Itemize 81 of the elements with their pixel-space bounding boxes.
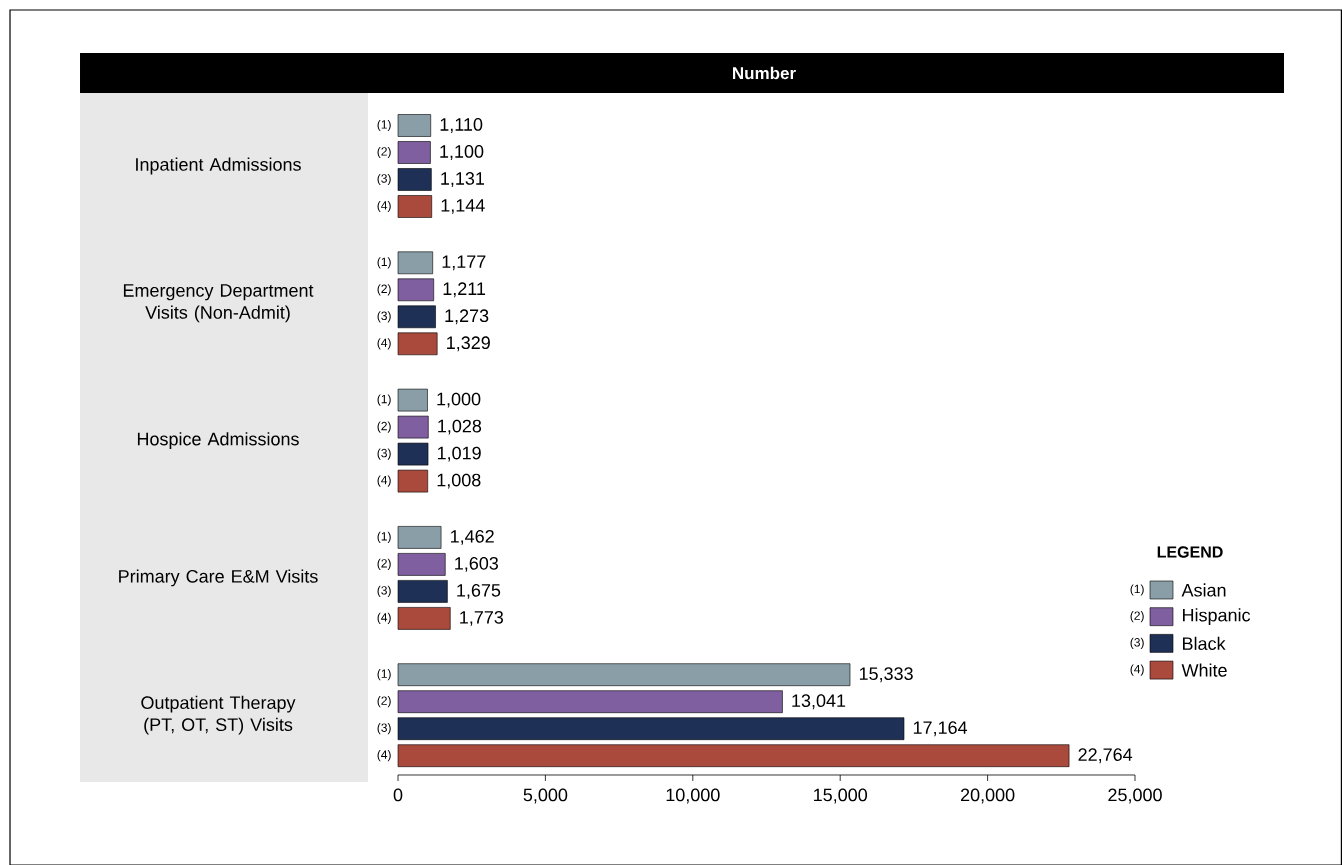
data-label: 13,041 [792,694,846,710]
annotation: (1) [1130,584,1144,596]
text: (2) [377,284,391,296]
data-label: 1,110 [440,118,483,133]
bar [397,278,435,302]
x-tick-label: 15,000 [814,788,868,804]
annotation: (2) [1130,611,1144,623]
legend-label: Hispanic [1183,608,1251,626]
text: (2) [377,558,391,570]
y-tick-label: Emergency Department Visits (Non-Admit) [123,284,314,323]
text: (4) [377,338,391,350]
bar [397,526,442,549]
data-label: 22,764 [1078,748,1133,764]
bar [397,168,432,191]
text: (3) [377,723,391,735]
data-label: 1,773 [460,610,504,626]
bar [397,442,429,466]
text: (3) [377,585,391,597]
text: (4) [377,475,391,487]
bar [397,607,451,630]
y-tick-label: Outpatient Therapy (PT, OT, ST) Visits [141,695,296,735]
x-tick-label: 25,000 [1108,788,1162,804]
text: (1) [377,531,391,543]
bar [397,415,429,439]
text: (1) [377,257,391,269]
data-label: 1,131 [441,172,485,187]
data-label: 1,019 [437,446,481,462]
text: (4) [377,612,391,624]
bar [397,690,783,713]
data-label: 1,211 [443,282,486,298]
data-label: 1,462 [451,529,494,545]
bar [397,553,446,576]
y-tick-label: Inpatient Admissions [136,157,301,175]
text: (2) [377,421,391,433]
data-label: 1,273 [445,309,489,325]
legend-label: White [1181,663,1227,677]
data-label: 1,000 [437,392,481,408]
annotation: (3) [1130,637,1144,649]
bar [397,305,436,329]
text: (3) [377,311,391,323]
data-label: 1,100 [440,145,484,160]
annotation: (4) [1130,664,1144,676]
bar [397,663,851,686]
text: (3) [377,173,391,186]
data-label: 1,008 [437,473,481,489]
bar [397,141,431,164]
text: (1) [377,119,391,132]
data-label: 1,329 [447,336,490,352]
x-tick-label: 5,000 [523,788,568,804]
data-label: 1,177 [442,255,486,271]
data-label: 15,333 [859,667,913,683]
legend-label: Black [1183,636,1226,650]
data-label: 1,144 [441,199,485,214]
bar [397,195,433,218]
bar [397,251,433,275]
text: (4) [377,750,391,762]
bar [397,717,905,740]
y-tick-label: Hospice Admissions [137,432,299,449]
text: (4) [377,200,391,213]
text: (1) [377,669,391,681]
bar [397,744,1070,767]
bar [397,388,428,412]
y-tick-label: Primary Care E&M Visits [119,569,318,587]
bar [397,469,429,493]
text: (3) [377,448,391,460]
text: (1) [377,394,391,406]
x-tick-label: 20,000 [960,788,1015,804]
bar [397,580,448,603]
legend-title: LEGEND [1157,546,1223,558]
chart-title: Number [733,66,796,80]
bar [397,114,432,137]
data-label: 1,675 [457,583,501,599]
text: (2) [377,696,391,708]
data-label: 17,164 [913,721,968,737]
bar [397,332,438,356]
x-tick-label: 10,000 [666,788,720,804]
data-label: 1,603 [455,556,499,572]
x-tick-label: 0 [393,788,403,802]
data-label: 1,028 [438,419,482,435]
legend-label: Asian [1181,583,1226,597]
text: (2) [377,146,391,159]
